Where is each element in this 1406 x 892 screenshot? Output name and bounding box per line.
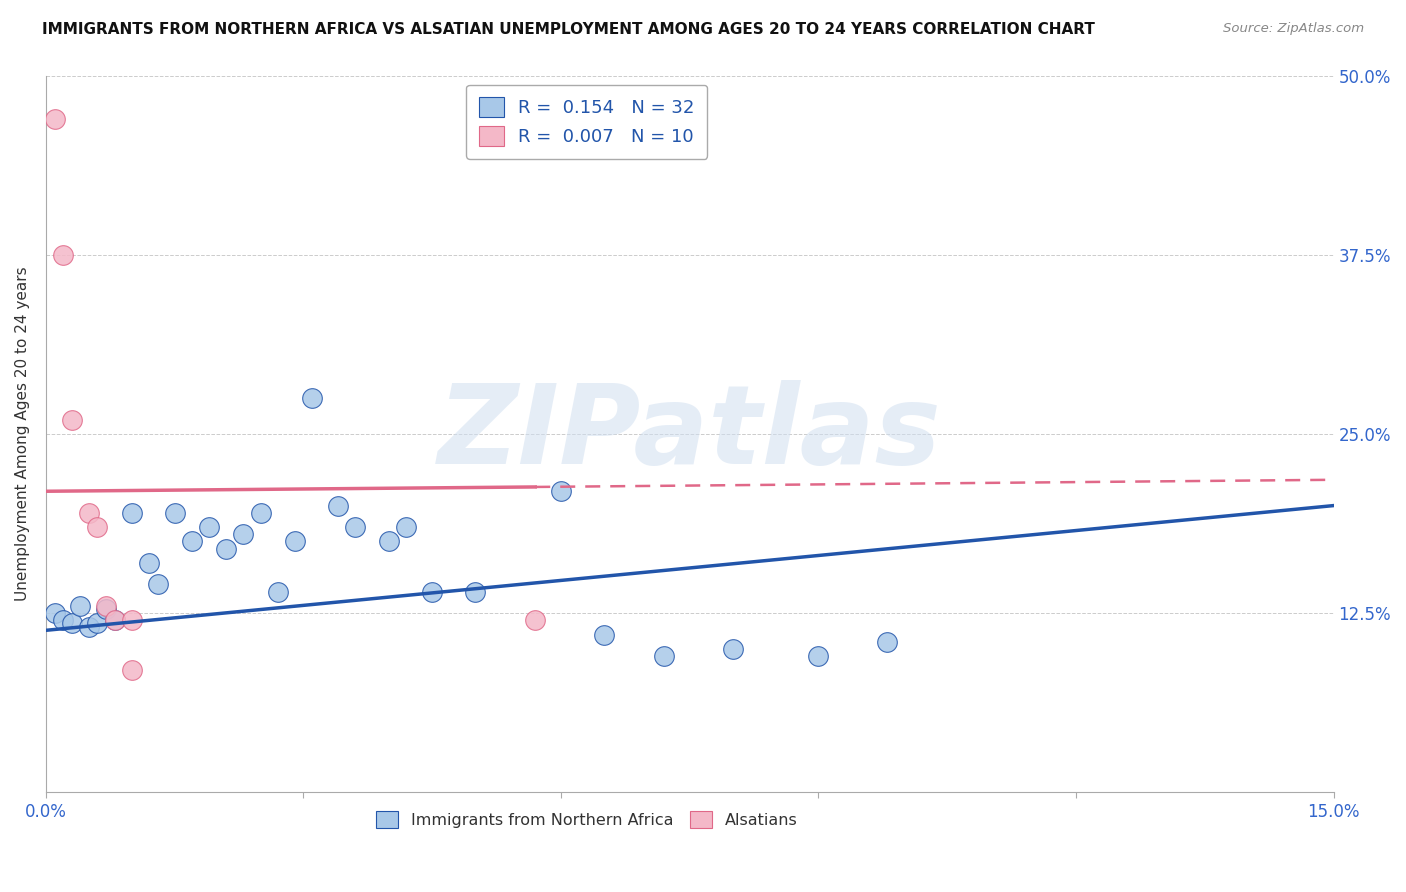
Point xyxy=(652,649,675,664)
Point xyxy=(301,391,323,405)
Point xyxy=(267,584,290,599)
Point xyxy=(121,613,143,627)
Legend: Immigrants from Northern Africa, Alsatians: Immigrants from Northern Africa, Alsatia… xyxy=(370,805,804,835)
Point xyxy=(146,577,169,591)
Point xyxy=(524,613,547,627)
Point xyxy=(94,599,117,613)
Point xyxy=(807,649,830,664)
Point xyxy=(77,506,100,520)
Point xyxy=(121,506,143,520)
Point xyxy=(232,527,254,541)
Point xyxy=(343,520,366,534)
Point xyxy=(198,520,221,534)
Point xyxy=(104,613,127,627)
Point xyxy=(60,616,83,631)
Point xyxy=(876,634,898,648)
Point xyxy=(464,584,486,599)
Point xyxy=(104,613,127,627)
Point xyxy=(215,541,238,556)
Point xyxy=(86,616,108,631)
Text: IMMIGRANTS FROM NORTHERN AFRICA VS ALSATIAN UNEMPLOYMENT AMONG AGES 20 TO 24 YEA: IMMIGRANTS FROM NORTHERN AFRICA VS ALSAT… xyxy=(42,22,1095,37)
Point xyxy=(44,112,66,126)
Point xyxy=(163,506,186,520)
Point xyxy=(249,506,271,520)
Point xyxy=(420,584,443,599)
Point xyxy=(60,412,83,426)
Y-axis label: Unemployment Among Ages 20 to 24 years: Unemployment Among Ages 20 to 24 years xyxy=(15,267,30,601)
Point xyxy=(86,520,108,534)
Point xyxy=(378,534,401,549)
Point xyxy=(138,556,160,570)
Point xyxy=(593,627,616,641)
Point xyxy=(69,599,91,613)
Point xyxy=(94,602,117,616)
Point xyxy=(52,613,75,627)
Text: ZIPatlas: ZIPatlas xyxy=(437,380,942,487)
Point xyxy=(77,620,100,634)
Point xyxy=(721,642,744,657)
Point xyxy=(395,520,418,534)
Point xyxy=(284,534,307,549)
Text: Source: ZipAtlas.com: Source: ZipAtlas.com xyxy=(1223,22,1364,36)
Point xyxy=(52,248,75,262)
Point xyxy=(44,606,66,620)
Point xyxy=(326,499,349,513)
Point xyxy=(550,484,572,499)
Point xyxy=(180,534,202,549)
Point xyxy=(121,664,143,678)
